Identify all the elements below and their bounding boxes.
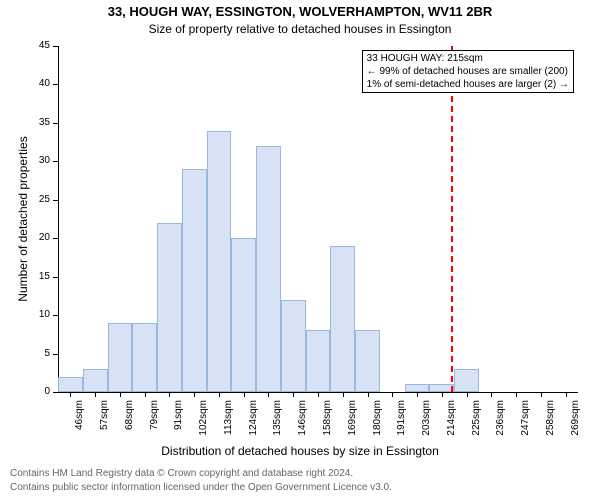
- x-tick: [566, 392, 567, 397]
- x-tick: [392, 392, 393, 397]
- x-tick: [120, 392, 121, 397]
- x-tick-label: 180sqm: [372, 400, 383, 448]
- y-tick-label: 5: [28, 348, 50, 359]
- x-tick-label: 236sqm: [495, 400, 506, 448]
- x-tick: [145, 392, 146, 397]
- histogram-bar: [58, 377, 83, 392]
- x-tick-label: 225sqm: [471, 400, 482, 448]
- y-tick-label: 0: [28, 386, 50, 397]
- histogram-bar: [83, 369, 108, 392]
- x-tick: [417, 392, 418, 397]
- histogram-bar: [207, 131, 232, 392]
- x-tick: [516, 392, 517, 397]
- footer-line-1: Contains HM Land Registry data © Crown c…: [10, 468, 353, 479]
- x-tick: [194, 392, 195, 397]
- y-tick: [53, 123, 58, 124]
- histogram-bar: [330, 246, 355, 392]
- x-tick-label: 214sqm: [446, 400, 457, 448]
- x-tick-label: 91sqm: [173, 400, 184, 448]
- chart-subtitle: Size of property relative to detached ho…: [0, 22, 600, 36]
- x-tick-label: 113sqm: [223, 400, 234, 448]
- chart-title: 33, HOUGH WAY, ESSINGTON, WOLVERHAMPTON,…: [0, 4, 600, 19]
- y-tick-label: 25: [28, 194, 50, 205]
- x-tick: [442, 392, 443, 397]
- x-tick: [467, 392, 468, 397]
- histogram-bar: [281, 300, 306, 392]
- x-tick-label: 57sqm: [99, 400, 110, 448]
- x-tick-label: 203sqm: [421, 400, 432, 448]
- x-tick-label: 158sqm: [322, 400, 333, 448]
- x-tick: [293, 392, 294, 397]
- histogram-bar: [355, 330, 380, 392]
- x-tick: [343, 392, 344, 397]
- histogram-bar: [306, 330, 331, 392]
- x-tick-label: 269sqm: [570, 400, 581, 448]
- y-tick: [53, 238, 58, 239]
- histogram-bar: [182, 169, 207, 392]
- x-tick-label: 102sqm: [198, 400, 209, 448]
- y-tick-label: 45: [28, 40, 50, 51]
- x-tick: [491, 392, 492, 397]
- y-tick-label: 35: [28, 117, 50, 128]
- x-tick-label: 169sqm: [347, 400, 358, 448]
- x-tick-label: 46sqm: [74, 400, 85, 448]
- plot-area: [58, 46, 578, 392]
- footer-line-2: Contains public sector information licen…: [10, 482, 392, 493]
- reference-line: [451, 46, 453, 392]
- x-tick: [268, 392, 269, 397]
- y-tick: [53, 46, 58, 47]
- histogram-bar: [132, 323, 157, 392]
- y-tick-label: 20: [28, 232, 50, 243]
- x-tick: [318, 392, 319, 397]
- legend-line-3: 1% of semi-detached houses are larger (2…: [367, 78, 569, 91]
- y-tick-label: 30: [28, 155, 50, 166]
- x-tick-label: 135sqm: [272, 400, 283, 448]
- x-tick: [541, 392, 542, 397]
- x-tick-label: 146sqm: [297, 400, 308, 448]
- y-tick: [53, 315, 58, 316]
- y-tick-label: 15: [28, 271, 50, 282]
- histogram-bar: [256, 146, 281, 392]
- y-tick: [53, 277, 58, 278]
- legend-box: 33 HOUGH WAY: 215sqm ← 99% of detached h…: [362, 50, 574, 93]
- y-axis-label: Number of detached properties: [16, 46, 30, 392]
- x-tick-label: 191sqm: [396, 400, 407, 448]
- histogram-bar: [108, 323, 133, 392]
- histogram-bar: [405, 384, 430, 392]
- y-tick-label: 10: [28, 309, 50, 320]
- x-tick: [244, 392, 245, 397]
- x-tick-label: 124sqm: [248, 400, 259, 448]
- x-tick: [95, 392, 96, 397]
- histogram-bar: [157, 223, 182, 392]
- x-tick-label: 258sqm: [545, 400, 556, 448]
- y-tick-label: 40: [28, 78, 50, 89]
- x-tick-label: 79sqm: [149, 400, 160, 448]
- histogram-bar: [454, 369, 479, 392]
- y-axis: [58, 46, 59, 392]
- x-tick-label: 247sqm: [520, 400, 531, 448]
- histogram-bar: [231, 238, 256, 392]
- legend-line-2: ← 99% of detached houses are smaller (20…: [367, 65, 569, 78]
- legend-line-1: 33 HOUGH WAY: 215sqm: [367, 52, 569, 65]
- x-tick: [70, 392, 71, 397]
- x-tick-label: 68sqm: [124, 400, 135, 448]
- x-tick: [368, 392, 369, 397]
- x-tick: [219, 392, 220, 397]
- y-tick: [53, 354, 58, 355]
- y-tick: [53, 392, 58, 393]
- y-tick: [53, 200, 58, 201]
- y-tick: [53, 161, 58, 162]
- y-tick: [53, 84, 58, 85]
- x-tick: [169, 392, 170, 397]
